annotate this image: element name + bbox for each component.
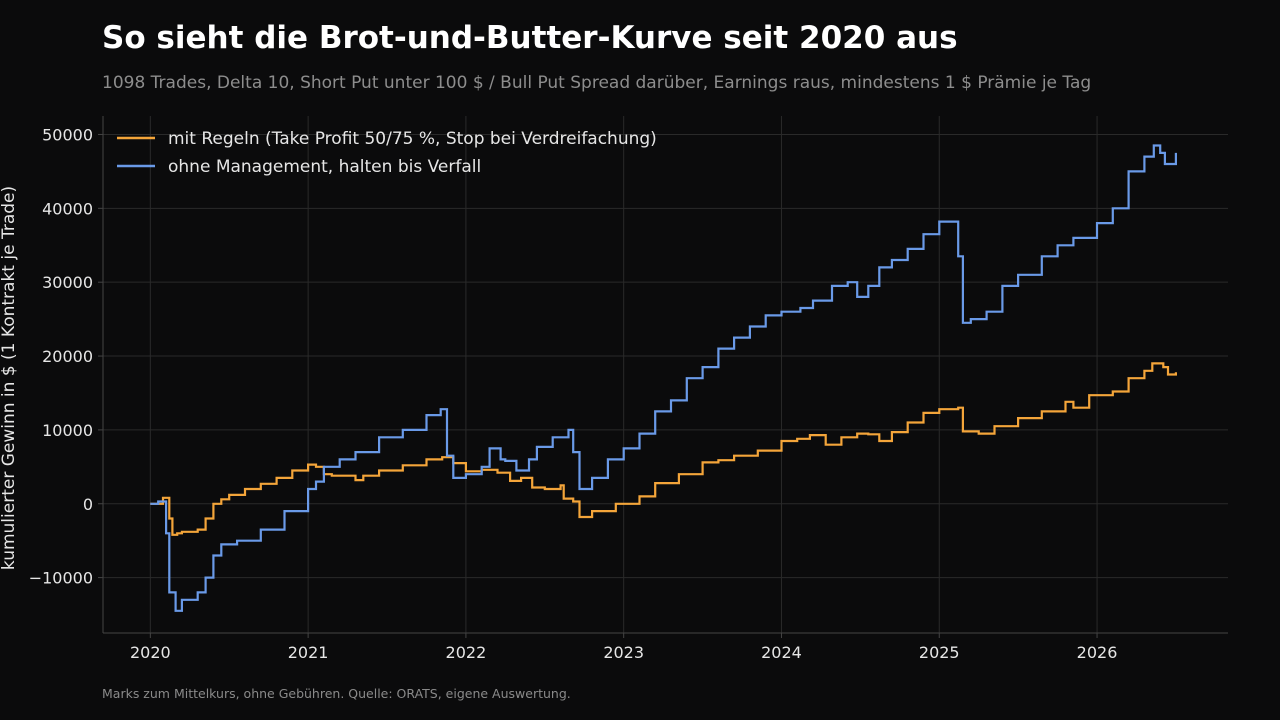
y-tick-label: 10000 [42, 421, 93, 440]
legend-label-0: mit Regeln (Take Profit 50/75 %, Stop be… [168, 129, 657, 149]
y-tick-label: −10000 [29, 569, 93, 588]
axis-layer: 2020 2021 2022 2023 2024 2025 2026 −10000 0 10000… [29, 116, 1228, 662]
footnote: Marks zum Mittelkurs, ohne Gebühren. Que… [102, 686, 571, 701]
y-axis-label: kumulierter Gewinn in $ (1 Kontrakt je T… [0, 186, 19, 570]
chart-subtitle: 1098 Trades, Delta 10, Short Put unter 1… [102, 73, 1092, 93]
y-tick-label: 40000 [42, 199, 93, 218]
y-tick-label: 50000 [42, 125, 93, 144]
y-tick-label: 30000 [42, 273, 93, 292]
series-line-0 [150, 362, 1177, 536]
x-tick-label: 2023 [603, 643, 644, 662]
x-tick-label: 2022 [446, 643, 487, 662]
y-tick-label: 0 [83, 495, 93, 514]
y-tick-label: 20000 [42, 347, 93, 366]
grid-layer [103, 116, 1228, 633]
x-tick-label: 2025 [919, 643, 960, 662]
series-layer [150, 144, 1177, 612]
series-line-1 [150, 144, 1177, 612]
legend: mit Regeln (Take Profit 50/75 %, Stop be… [117, 129, 657, 177]
x-tick-label: 2026 [1077, 643, 1118, 662]
chart-title: So sieht die Brot-und-Butter-Kurve seit … [102, 20, 958, 56]
x-tick-label: 2020 [130, 643, 171, 662]
legend-label-1: ohne Management, halten bis Verfall [168, 157, 481, 177]
x-tick-label: 2021 [288, 643, 329, 662]
x-tick-label: 2024 [761, 643, 802, 662]
